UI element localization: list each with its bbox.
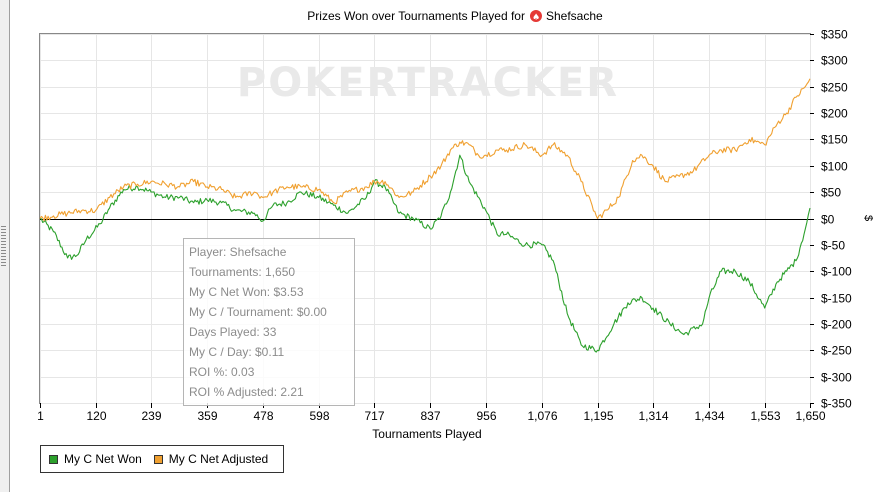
tooltip-line: My C Net Won: $3.53 — [189, 285, 304, 299]
x-tick-label: 1,314 — [638, 409, 668, 423]
x-axis: 1 120 239 359 478 598 717 837 956 1,076 1,195 1,314… — [37, 403, 826, 423]
y-tick-label: $300 — [821, 54, 848, 68]
tooltip-line: My C / Day: $0.11 — [189, 345, 285, 359]
window-left-edge — [0, 0, 10, 492]
y-tick-label: $100 — [821, 160, 848, 174]
y-axis: $350 $300 $250 $200 $150 $100 $50 $0 $-50 $-100 $-… — [810, 28, 852, 411]
y-axis-label: $ — [862, 215, 874, 221]
svg-text:♠: ♠ — [532, 13, 540, 23]
legend-swatch — [153, 454, 163, 464]
x-tick-label: 359 — [197, 409, 217, 423]
legend-label: My C Net Adjusted — [168, 452, 269, 466]
y-tick-label: $-250 — [821, 344, 852, 358]
legend-swatch — [49, 454, 58, 464]
stats-tooltip: Player: Shefsache Tournaments: 1,650 My C … — [183, 238, 355, 406]
x-tick-label: 1,195 — [583, 409, 613, 423]
series-lines — [39, 78, 811, 353]
y-tick-label: $50 — [821, 186, 841, 200]
resize-grip[interactable] — [1, 226, 6, 266]
x-tick-label: 239 — [141, 409, 161, 423]
y-tick-label: $-100 — [821, 265, 852, 279]
tooltip-line: ROI % Adjusted: 2.21 — [189, 385, 304, 399]
tooltip-line: Days Played: 33 — [189, 325, 277, 339]
y-tick-label: $350 — [821, 28, 848, 42]
series-line-net-adjusted — [39, 78, 811, 222]
y-tick-label: $250 — [821, 81, 848, 95]
chart-title-player: Shefsache — [546, 9, 603, 23]
plot-area — [39, 33, 811, 404]
tooltip-line: Player: Shefsache — [189, 245, 287, 259]
chart-legend: My C Net Won My C Net Adjusted — [40, 445, 284, 473]
x-tick-label: 1,553 — [750, 409, 780, 423]
x-tick-label: 1,650 — [795, 409, 825, 423]
x-tick-label: 598 — [309, 409, 329, 423]
y-tick-label: $-350 — [821, 397, 852, 411]
x-tick-label: 1 — [37, 409, 44, 423]
grid-lines — [40, 34, 811, 404]
tooltip-line: My C / Tournament: $0.00 — [189, 305, 327, 319]
x-tick-label: 837 — [420, 409, 440, 423]
x-axis-label: Tournaments Played — [372, 427, 481, 441]
legend-item-net-won[interactable]: My C Net Won — [49, 452, 142, 466]
y-tick-label: $200 — [821, 107, 848, 121]
pokertracker-watermark: POKERTRACKER — [237, 60, 619, 106]
y-tick-label: $-300 — [821, 371, 852, 385]
y-tick-label: $-50 — [821, 239, 845, 253]
x-tick-label: 120 — [86, 409, 106, 423]
y-tick-label: $150 — [821, 133, 848, 147]
chart-title-text: Prizes Won over Tournaments Played for — [307, 9, 525, 23]
chart-title: Prizes Won over Tournaments Played for ♠… — [307, 9, 603, 23]
x-tick-label: 1,076 — [527, 409, 557, 423]
x-tick-label: 1,434 — [694, 409, 724, 423]
tooltip-line: Tournaments: 1,650 — [189, 265, 296, 279]
spade-icon: ♠ — [529, 10, 542, 23]
legend-item-net-adjusted[interactable]: My C Net Adjusted — [153, 452, 269, 466]
y-tick-label: $-150 — [821, 292, 852, 306]
y-tick-label: $0 — [821, 213, 835, 227]
series-line-net-won — [39, 154, 811, 353]
x-tick-label: 478 — [253, 409, 273, 423]
x-tick-label: 956 — [476, 409, 496, 423]
y-tick-label: $-200 — [821, 318, 852, 332]
legend-label: My C Net Won — [64, 452, 142, 466]
x-tick-label: 717 — [364, 409, 384, 423]
tooltip-line: ROI %: 0.03 — [189, 365, 255, 379]
